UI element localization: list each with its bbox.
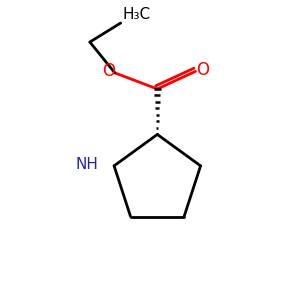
Text: O: O (102, 62, 115, 80)
Text: H₃C: H₃C (122, 7, 150, 22)
Text: O: O (196, 61, 210, 79)
Text: NH: NH (75, 157, 98, 172)
